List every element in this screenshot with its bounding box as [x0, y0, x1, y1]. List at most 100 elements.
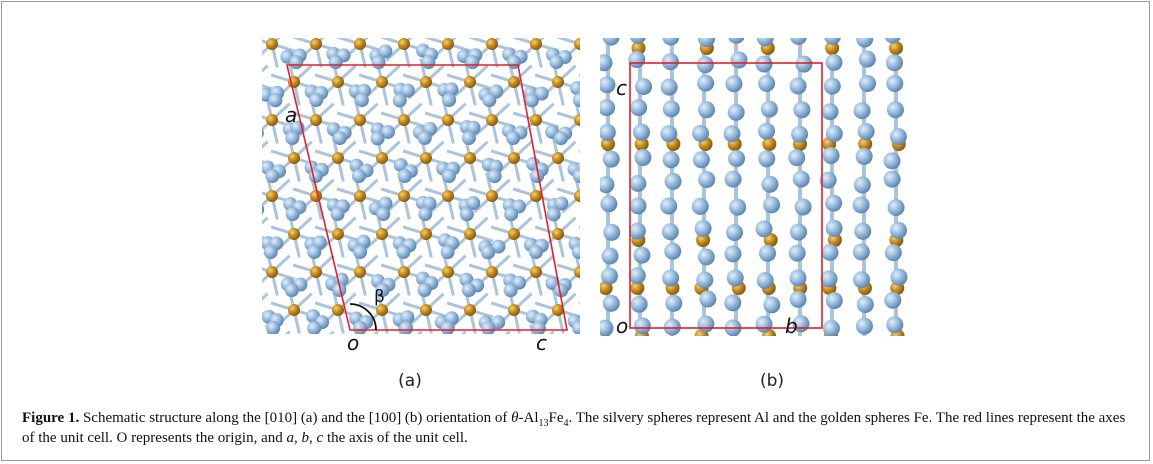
- fe-atom: [530, 266, 542, 278]
- al-atom: [266, 321, 280, 335]
- al-atom: [578, 10, 592, 24]
- al-atom: [886, 316, 903, 333]
- al-atom: [859, 51, 876, 68]
- al-atom: [241, 131, 255, 145]
- bond: [474, 348, 492, 364]
- al-atom: [238, 48, 252, 62]
- bond: [386, 348, 404, 364]
- al-atom: [660, 125, 677, 142]
- al-atom: [227, 87, 241, 101]
- fe-atom: [508, 228, 520, 240]
- al-atom: [525, 93, 539, 107]
- al-atom: [884, 152, 901, 169]
- al-atom: [825, 195, 842, 212]
- al-atom: [601, 268, 618, 285]
- bond: [228, 348, 251, 355]
- al-atom: [441, 245, 455, 259]
- al-atom: [758, 123, 775, 140]
- fe-atom: [464, 0, 476, 12]
- al-atom: [917, 174, 934, 191]
- al-atom: [633, 353, 647, 367]
- al-atom: [548, 348, 562, 362]
- al-atom: [631, 296, 648, 313]
- al-atom: [549, 55, 563, 69]
- fe-atom: [530, 114, 542, 126]
- bond: [293, 341, 316, 348]
- bond: [579, 151, 602, 158]
- bond: [496, 6, 514, 22]
- bond: [584, 82, 602, 98]
- fe-atom: [486, 190, 498, 202]
- fe-atom: [376, 152, 388, 164]
- al-atom: [482, 93, 496, 107]
- al-atom: [264, 245, 278, 259]
- fe-atom: [332, 76, 344, 88]
- fe-atom: [244, 76, 256, 88]
- al-atom: [826, 54, 843, 71]
- fe-atom: [442, 342, 454, 354]
- al-atom: [918, 125, 935, 142]
- al-atom: [633, 247, 650, 264]
- al-atom: [890, 269, 907, 286]
- bond: [382, 0, 400, 6]
- al-atom: [793, 101, 810, 118]
- al-atom: [291, 351, 305, 365]
- bond: [584, 310, 602, 326]
- bond: [223, 325, 228, 348]
- bond: [250, 6, 273, 13]
- bond: [580, 44, 585, 67]
- bond: [210, 348, 228, 364]
- bond: [228, 120, 233, 143]
- al-atom: [826, 220, 843, 237]
- al-atom: [697, 315, 714, 332]
- fe-atom: [354, 114, 366, 126]
- bond: [289, 0, 294, 6]
- al-atom: [504, 283, 518, 297]
- bond: [364, 6, 382, 22]
- bond: [584, 234, 602, 250]
- al-atom: [418, 283, 432, 297]
- al-atom: [826, 125, 843, 142]
- bond: [606, 348, 624, 364]
- bond: [250, 294, 268, 310]
- bond: [228, 120, 251, 127]
- fe-atom: [398, 114, 410, 126]
- al-atom: [554, 131, 568, 145]
- al-atom: [416, 348, 430, 362]
- al-atom: [245, 283, 259, 297]
- fe-atom: [222, 114, 234, 126]
- al-atom: [822, 103, 839, 120]
- fe-atom: [618, 114, 630, 126]
- al-atom: [853, 243, 870, 260]
- bond: [250, 66, 268, 82]
- bond: [580, 104, 598, 120]
- al-atom: [446, 9, 460, 23]
- al-atom: [205, 49, 219, 63]
- al-atom: [547, 207, 561, 221]
- bond: [228, 28, 246, 44]
- al-atom: [289, 55, 303, 69]
- bond: [646, 310, 669, 317]
- bond: [205, 189, 228, 196]
- al-atom: [392, 10, 406, 24]
- al-atom: [394, 17, 408, 31]
- al-atom: [526, 17, 540, 31]
- al-atom: [795, 56, 812, 73]
- al-atom: [629, 223, 646, 240]
- al-atom: [795, 198, 812, 215]
- al-atom: [918, 223, 935, 240]
- fe-atom: [244, 304, 256, 316]
- al-atom: [727, 270, 744, 287]
- al-atom: [857, 296, 874, 313]
- al-atom: [598, 76, 615, 93]
- bond: [228, 272, 233, 295]
- al-atom: [788, 149, 805, 166]
- al-atom: [600, 195, 617, 212]
- fe-atom: [222, 38, 234, 50]
- fe-atom: [288, 152, 300, 164]
- fe-atom: [596, 0, 608, 12]
- al-atom: [488, 6, 502, 20]
- axis-label: β: [374, 287, 385, 307]
- bond: [228, 272, 251, 279]
- al-atom: [306, 17, 320, 31]
